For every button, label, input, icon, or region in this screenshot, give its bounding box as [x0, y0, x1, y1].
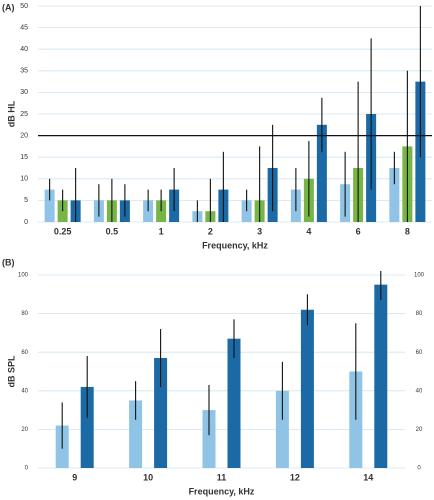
bar [389, 168, 400, 222]
x-tick-label: 9 [72, 472, 77, 482]
x-tick-label: 11 [217, 472, 227, 482]
y-tick-label: 20 [20, 132, 28, 139]
y-axis-label: dB HL [6, 100, 16, 127]
x-axis-label: Frequency, kHz [202, 240, 268, 250]
y-tick-label: 40 [20, 46, 28, 53]
y-tick-label: 60 [21, 350, 28, 356]
x-tick-label: 10 [143, 472, 153, 482]
y2-tick-label: 60 [416, 350, 423, 356]
y2-tick-label: 100 [414, 273, 425, 279]
y-tick-label: 35 [20, 68, 28, 75]
y-tick-label: 20 [21, 427, 28, 433]
bar [275, 390, 289, 468]
bar [80, 386, 94, 468]
x-tick-label: 3 [257, 226, 262, 236]
x-tick-label: 2 [208, 226, 213, 236]
y-tick-label: 10 [20, 176, 28, 183]
y-tick-label: 25 [20, 111, 28, 118]
bar [44, 189, 55, 222]
y-tick-label: 80 [21, 311, 28, 317]
x-tick-label: 0.5 [106, 226, 119, 236]
y-tick-label: 0 [25, 466, 29, 472]
x-tick-label: 8 [405, 226, 410, 236]
x-axis-label: Frequency, kHz [189, 486, 255, 496]
x-tick-label: 4 [306, 226, 311, 236]
bar [316, 124, 327, 222]
x-tick-label: 14 [363, 472, 373, 482]
bar [227, 338, 241, 468]
y-tick-label: 50 [20, 3, 28, 10]
y-tick-label: 100 [18, 273, 29, 279]
y-axis-label: dB SPL [6, 355, 16, 388]
bar [129, 400, 143, 468]
panel-label: (A) [2, 2, 15, 12]
y-tick-label: 30 [20, 89, 28, 96]
y-tick-label: 45 [20, 24, 28, 31]
bar [374, 284, 388, 468]
bar [202, 410, 216, 468]
y-tick-label: 0 [24, 219, 28, 226]
y2-tick-label: 0 [417, 466, 421, 472]
y-tick-label: 40 [21, 388, 28, 394]
y2-tick-label: 80 [416, 311, 423, 317]
y2-tick-label: 20 [416, 427, 423, 433]
x-tick-label: 0.25 [54, 226, 72, 236]
y-tick-label: 15 [20, 154, 28, 161]
bar [154, 357, 168, 468]
panel-label: (B) [2, 257, 15, 267]
bar [300, 309, 314, 468]
y-tick-label: 5 [24, 197, 28, 204]
x-tick-label: 12 [290, 472, 300, 482]
y2-tick-label: 40 [416, 388, 423, 394]
x-tick-label: 1 [159, 226, 164, 236]
x-tick-label: 6 [356, 226, 361, 236]
